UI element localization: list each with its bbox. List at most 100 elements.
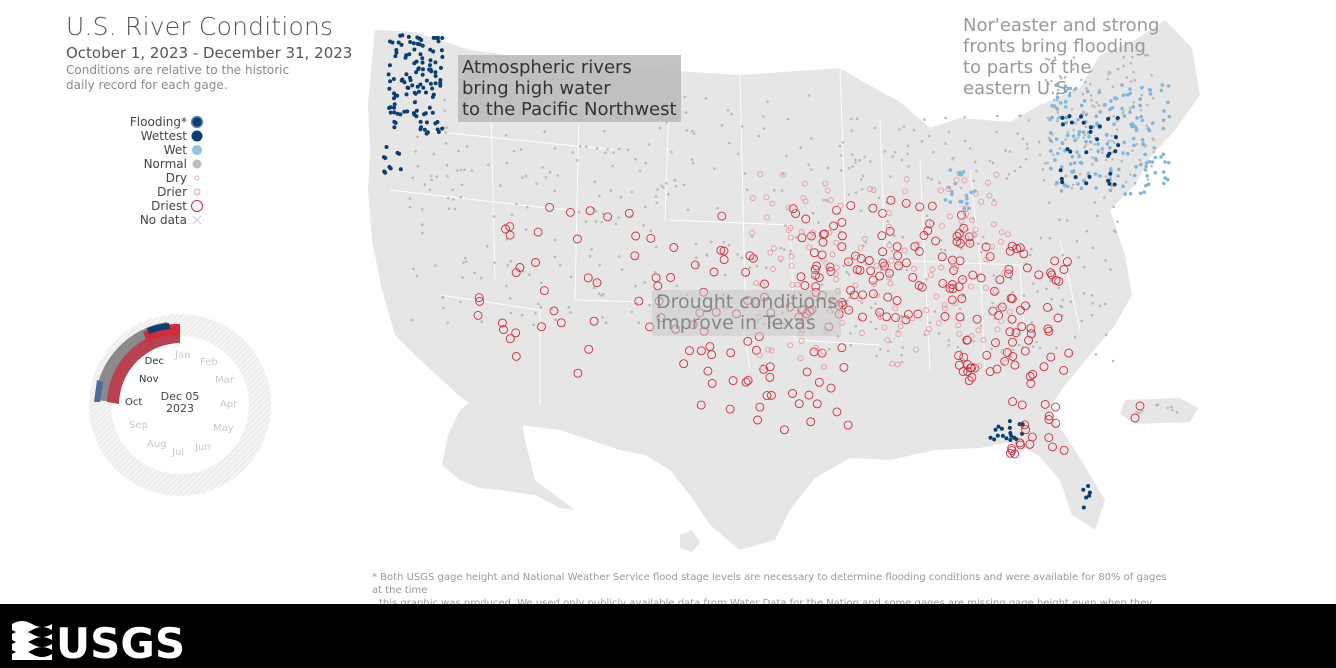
gage-dot-normal [480, 320, 483, 324]
gage-dot-normal [1080, 78, 1083, 82]
gage-dot-normal [740, 125, 744, 128]
gage-dot-normal [1072, 56, 1076, 59]
gage-dot-normal [553, 147, 557, 150]
gage-dot-driest [956, 238, 965, 248]
gage-dot-driest [741, 267, 751, 277]
gage-dot-wettest [411, 111, 416, 116]
gage-dot-wettest [1059, 176, 1064, 181]
gage-dot-normal [757, 134, 760, 138]
gage-dot-wettest [390, 40, 395, 45]
gage-dot-normal [524, 174, 528, 178]
gage-dot-normal [874, 302, 877, 305]
gage-dot-wettest [1087, 493, 1092, 498]
hawaii-landmass [680, 530, 700, 552]
gage-dot-driest [1015, 305, 1025, 315]
gage-dot-wet [1120, 106, 1124, 111]
gage-dot-normal [1106, 77, 1109, 81]
gage-dot-wettest [424, 78, 429, 83]
gage-dot-normal [1093, 143, 1096, 146]
gage-dot-wettest [398, 167, 403, 172]
gage-dot-normal [861, 174, 865, 178]
gage-dot-normal [524, 228, 528, 231]
gage-dot-normal [617, 216, 620, 219]
gage-dot-normal [534, 311, 537, 315]
gage-dot-normal [430, 178, 433, 182]
gage-dot-wettest [387, 63, 392, 68]
gage-dot-normal [1166, 406, 1170, 410]
gage-dot-wet [1138, 97, 1143, 101]
gage-dot-drier [764, 214, 770, 221]
gage-dot-drier [949, 260, 956, 267]
gage-dot-normal [590, 247, 593, 251]
gage-dot-normal [1144, 53, 1147, 57]
gage-dot-normal [593, 286, 596, 290]
gage-dot-driest [901, 258, 911, 268]
gage-dot-drier [873, 262, 880, 269]
gage-dot-normal [1122, 64, 1125, 68]
gage-dot-normal [784, 224, 787, 227]
gage-dot-normal [1009, 277, 1013, 281]
gage-dot-wet [1067, 93, 1072, 98]
gage-dot-wet [1097, 90, 1102, 94]
gage-dot-wet [1117, 167, 1121, 172]
gage-dot-driest [1007, 314, 1017, 324]
gage-dot-drier [777, 255, 784, 262]
gage-dot-wettest [427, 67, 432, 72]
gage-dot-driest [885, 226, 895, 236]
gage-dot-wet [1108, 146, 1112, 150]
gage-dot-normal [1049, 279, 1052, 283]
gage-dot-normal [1089, 148, 1093, 151]
gage-dot-normal [1013, 169, 1017, 173]
gage-dot-drier [998, 318, 1005, 325]
gage-dot-driest [837, 231, 847, 241]
gage-dot-driest [1044, 326, 1054, 336]
gage-dot-driest [748, 253, 758, 263]
gage-dot-normal [1016, 332, 1019, 335]
gage-dot-drier [833, 276, 840, 283]
gage-dot-wet [1096, 142, 1100, 146]
gage-dot-drier [822, 180, 829, 187]
month-apr: Apr [220, 399, 238, 410]
gage-dot-driest [765, 362, 775, 372]
gage-dot-normal [1152, 150, 1155, 154]
gage-dot-drier [798, 338, 805, 345]
gage-dot-normal [1112, 205, 1115, 209]
gage-dot-wettest [1067, 114, 1072, 119]
gage-dot-normal [901, 346, 904, 349]
gage-dot-wet [965, 201, 969, 206]
gage-dot-normal [556, 174, 559, 177]
gage-dot-normal [1129, 80, 1133, 83]
gage-dot-drier [827, 197, 834, 204]
gage-dot-wet [1063, 84, 1068, 88]
gage-dot-wettest [1113, 149, 1118, 154]
gage-dot-normal [1104, 175, 1108, 178]
gage-dot-driest [573, 368, 583, 378]
gage-dot-normal [505, 284, 508, 288]
gage-dot-wet [1152, 146, 1157, 150]
gage-dot-driest [1020, 301, 1030, 311]
gage-dot-driest [937, 252, 947, 262]
gage-dot-driest [954, 360, 964, 370]
gage-dot-wet [1145, 174, 1149, 178]
gage-dot-wettest [412, 90, 417, 95]
gage-dot-wet [948, 168, 953, 172]
gage-dot-normal [869, 320, 872, 324]
gage-dot-wet [1063, 89, 1068, 94]
gage-dot-normal [1074, 121, 1077, 125]
gage-dot-normal [473, 271, 476, 275]
gage-dot-wet [1131, 105, 1135, 109]
gage-dot-normal [520, 313, 524, 317]
gage-dot-normal [588, 254, 592, 258]
gage-dot-driest [685, 346, 694, 356]
gage-dot-wet [1161, 170, 1166, 174]
gage-dot-normal [860, 178, 863, 181]
gage-dot-normal [686, 208, 690, 211]
gage-dot-normal [1131, 149, 1134, 152]
gage-dot-normal [1077, 256, 1080, 259]
gage-dot-normal [691, 161, 695, 165]
gage-dot-drier [749, 229, 756, 236]
gage-dot-normal [584, 145, 588, 148]
gage-dot-wettest [440, 36, 445, 40]
gage-dot-wettest [1020, 422, 1025, 427]
gage-dot-driest [814, 377, 824, 387]
